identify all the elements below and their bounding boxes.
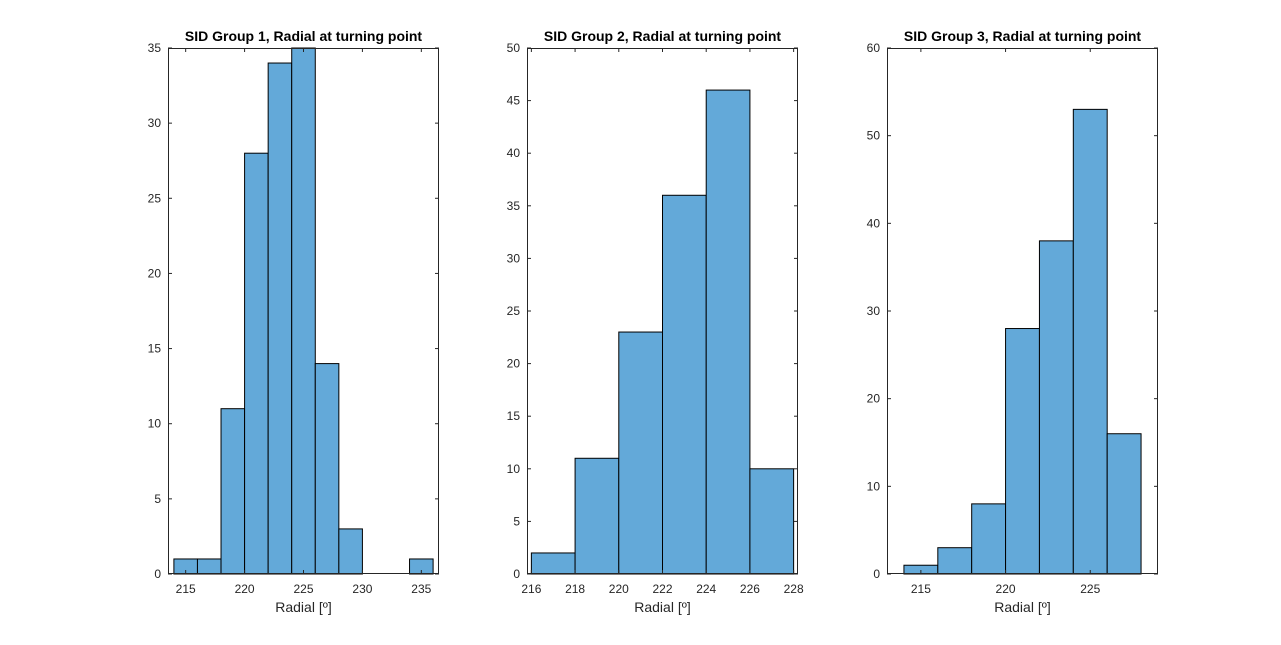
y-tick-label: 50 [867, 129, 881, 143]
histogram-bar [618, 331, 664, 575]
x-axis-label: Radial [º] [994, 599, 1050, 615]
subplot-3: SID Group 3, Radial at turning point 215… [867, 28, 1158, 615]
histogram-bar [705, 89, 751, 575]
x-tick-label: 226 [740, 582, 760, 596]
y-tick-label: 0 [873, 567, 880, 581]
y-tick-label: 50 [507, 41, 521, 55]
histogram-bar [1038, 240, 1074, 575]
histogram-bar [291, 47, 316, 575]
x-tick-label: 225 [1080, 582, 1100, 596]
chart-title: SID Group 3, Radial at turning point [904, 28, 1142, 44]
x-tick-label: 216 [521, 582, 541, 596]
x-axis-label: Radial [º] [275, 599, 331, 615]
histogram-bar [338, 528, 363, 575]
y-tick-label: 25 [507, 304, 521, 318]
plot-area: 215 220 225 0 10 20 30 40 50 60 [867, 41, 1158, 596]
x-tick-label: 235 [411, 582, 431, 596]
x-tick-label: 222 [652, 582, 672, 596]
plot-area: 215 220 225 230 235 0 5 10 15 20 25 30 35 [148, 41, 439, 596]
histogram-bar [244, 152, 269, 575]
y-tick-label: 40 [867, 216, 881, 230]
x-tick-label: 228 [784, 582, 804, 596]
histogram-bar [574, 457, 620, 575]
y-tick-label: 45 [507, 94, 521, 108]
y-tick-label: 0 [513, 567, 520, 581]
y-tick-label: 30 [148, 116, 162, 130]
histogram-bar [267, 62, 293, 575]
subplot-1: SID Group 1, Radial at turning point 215… [148, 28, 439, 615]
y-tick-label: 10 [148, 417, 162, 431]
histogram-bar [314, 363, 340, 575]
histogram-bar [1005, 328, 1040, 575]
x-tick-label: 220 [235, 582, 255, 596]
y-tick-label: 10 [867, 479, 881, 493]
y-tick-label: 30 [867, 304, 881, 318]
subplot-2: SID Group 2, Radial at turning point 216… [507, 28, 804, 615]
y-tick-label: 15 [148, 342, 162, 356]
chart-title: SID Group 1, Radial at turning point [185, 28, 423, 44]
histogram-bar [971, 503, 1007, 575]
x-tick-label: 215 [911, 582, 931, 596]
histogram-bar [662, 194, 707, 575]
histogram-bar [220, 408, 246, 575]
y-tick-label: 15 [507, 409, 521, 423]
y-tick-label: 25 [148, 191, 162, 205]
chart-title: SID Group 2, Radial at turning point [544, 28, 782, 44]
histogram-bar [749, 468, 795, 575]
y-tick-label: 30 [507, 251, 521, 265]
y-tick-label: 5 [513, 514, 520, 528]
x-tick-label: 220 [609, 582, 629, 596]
x-tick-label: 230 [352, 582, 372, 596]
y-tick-label: 35 [507, 199, 521, 213]
y-tick-label: 20 [148, 266, 162, 280]
x-axis-label: Radial [º] [634, 599, 690, 615]
y-tick-label: 0 [154, 567, 161, 581]
histogram-bar [530, 552, 576, 575]
y-tick-label: 5 [154, 492, 161, 506]
y-tick-label: 35 [148, 41, 162, 55]
y-tick-label: 20 [507, 357, 521, 371]
histogram-bar [937, 547, 973, 575]
histogram-bar [1106, 433, 1142, 575]
y-tick-label: 20 [867, 392, 881, 406]
histogram-bar [1072, 108, 1108, 575]
y-tick-label: 10 [507, 462, 521, 476]
x-tick-label: 225 [293, 582, 313, 596]
histogram-bar [196, 558, 222, 575]
x-tick-label: 215 [176, 582, 196, 596]
plot-area: 216 218 220 222 224 226 228 0 5 10 15 20 25 30 35 40 45 5… [507, 41, 804, 596]
y-tick-label: 60 [867, 41, 881, 55]
x-tick-label: 224 [696, 582, 716, 596]
x-tick-label: 220 [996, 582, 1016, 596]
x-tick-label: 218 [565, 582, 585, 596]
y-tick-label: 40 [507, 146, 521, 160]
